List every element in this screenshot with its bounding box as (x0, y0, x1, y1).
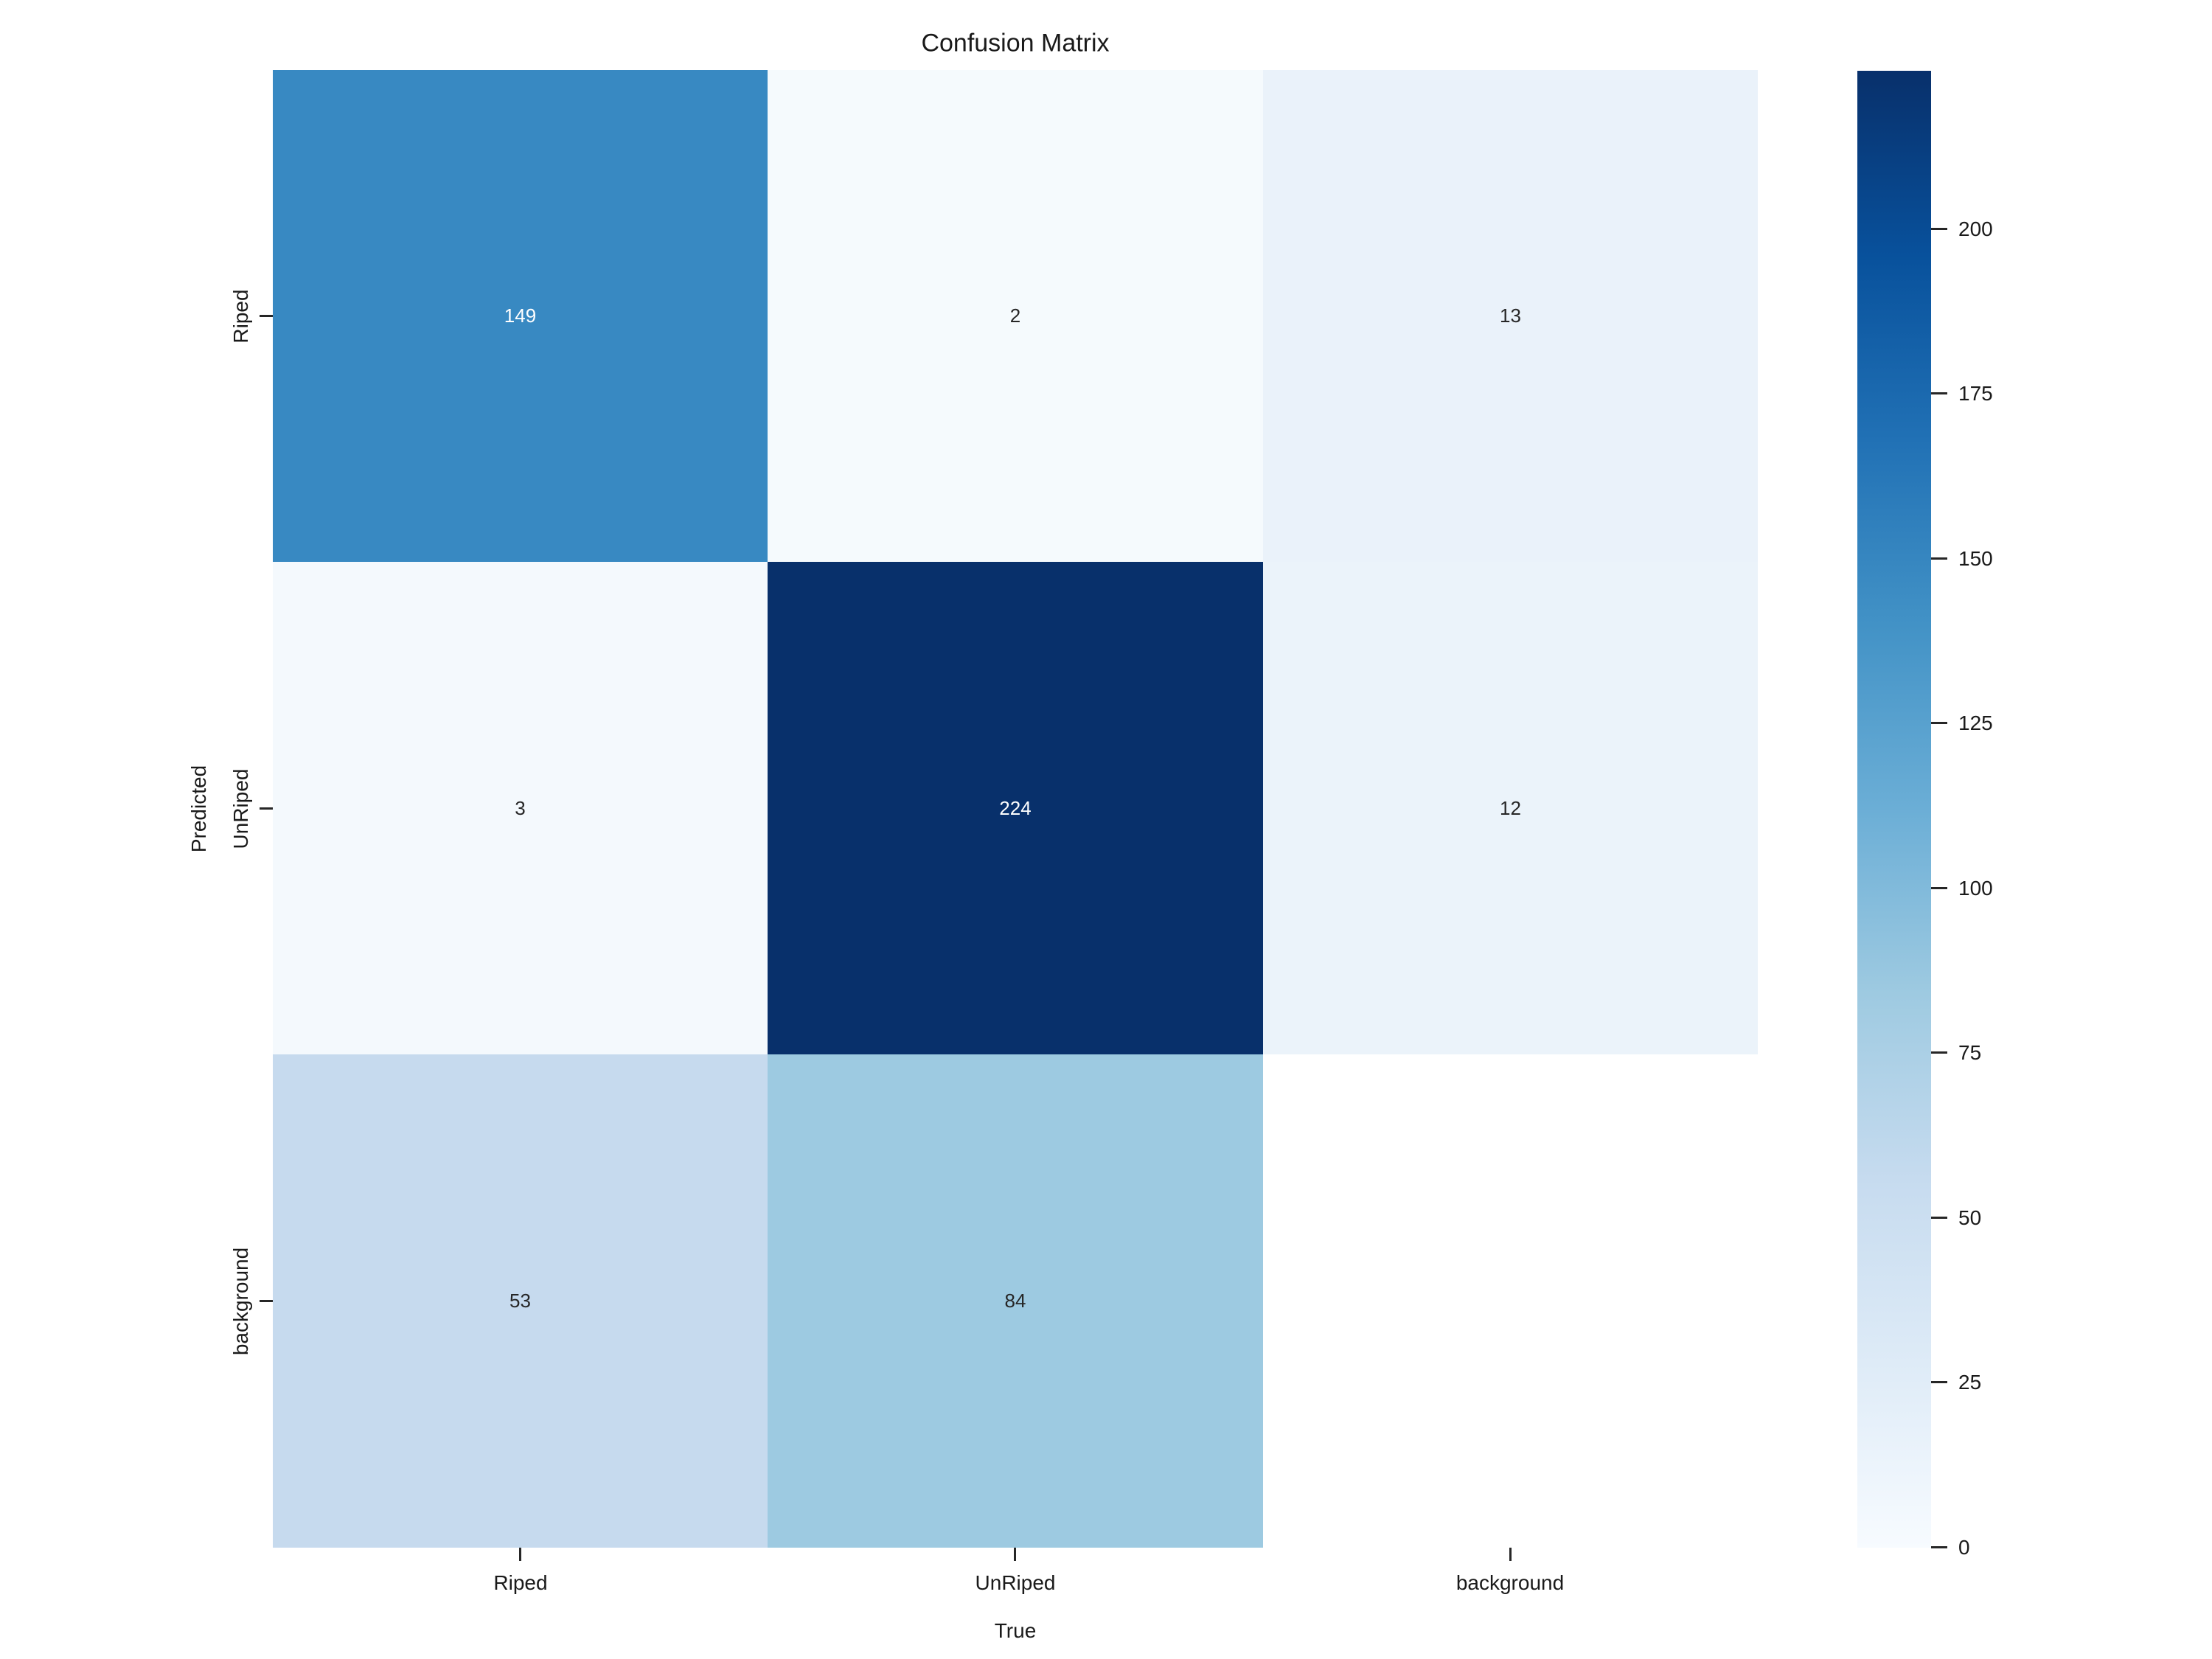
colorbar-tick-label-150: 150 (1958, 547, 1993, 570)
heatmap-grid: 149 2 13 3 224 12 53 84 (273, 70, 1758, 1548)
cell-value: 3 (515, 796, 526, 819)
matrix-cell-unriped-background: 12 (1263, 562, 1758, 1054)
y-axis-label: Predicted (187, 765, 210, 853)
y-tick-label-background: background (229, 1247, 252, 1356)
matrix-cell-background-unriped: 84 (768, 1054, 1263, 1548)
cell-value: 84 (1004, 1290, 1026, 1312)
matrix-cell-riped-riped: 149 (273, 70, 768, 562)
colorbar-tick-mark (1931, 1381, 1947, 1383)
x-tick-mark (1014, 1548, 1016, 1561)
cell-value: 13 (1500, 305, 1521, 327)
chart-title: Confusion Matrix (921, 29, 1110, 58)
colorbar-tick-label-200: 200 (1958, 218, 1993, 240)
colorbar-tick-mark (1931, 1546, 1947, 1548)
matrix-cell-background-background (1263, 1054, 1758, 1548)
colorbar-tick-mark (1931, 392, 1947, 394)
colorbar-gradient (1857, 71, 1931, 1548)
matrix-cell-unriped-riped: 3 (273, 562, 768, 1054)
colorbar-tick-label-175: 175 (1958, 382, 1993, 405)
colorbar-tick-label-50: 50 (1958, 1206, 1982, 1229)
colorbar-tick-label-75: 75 (1958, 1041, 1982, 1064)
colorbar-tick-mark (1931, 887, 1947, 889)
matrix-cell-riped-unriped: 2 (768, 70, 1263, 562)
colorbar-tick-mark (1931, 557, 1947, 560)
matrix-cell-unriped-unriped: 224 (768, 562, 1263, 1054)
cell-value: 224 (999, 796, 1032, 819)
colorbar-tick-mark (1931, 722, 1947, 724)
cell-value: 149 (504, 305, 537, 327)
x-tick-label-riped: Riped (493, 1571, 548, 1594)
x-tick-label-unriped: UnRiped (975, 1571, 1056, 1594)
colorbar-tick-mark (1931, 1051, 1947, 1054)
colorbar-tick-mark (1931, 228, 1947, 230)
x-tick-label-background: background (1455, 1571, 1565, 1594)
colorbar-tick-label-125: 125 (1958, 712, 1993, 734)
y-tick-label-riped: Riped (229, 289, 252, 344)
y-tick-mark (260, 1300, 273, 1302)
x-tick-mark (519, 1548, 521, 1561)
cell-value: 53 (509, 1290, 531, 1312)
x-axis-label: True (994, 1619, 1037, 1642)
matrix-cell-background-riped: 53 (273, 1054, 768, 1548)
cell-value: 12 (1500, 796, 1521, 819)
colorbar-tick-mark (1931, 1217, 1947, 1219)
y-tick-mark (260, 807, 273, 810)
y-tick-mark (260, 315, 273, 317)
colorbar-tick-label-100: 100 (1958, 877, 1993, 900)
x-tick-mark (1509, 1548, 1512, 1561)
colorbar-tick-label-25: 25 (1958, 1371, 1982, 1394)
matrix-cell-riped-background: 13 (1263, 70, 1758, 562)
y-tick-label-unriped: UnRiped (229, 768, 252, 849)
cell-value: 2 (1009, 305, 1021, 327)
colorbar-tick-label-0: 0 (1958, 1536, 1970, 1559)
